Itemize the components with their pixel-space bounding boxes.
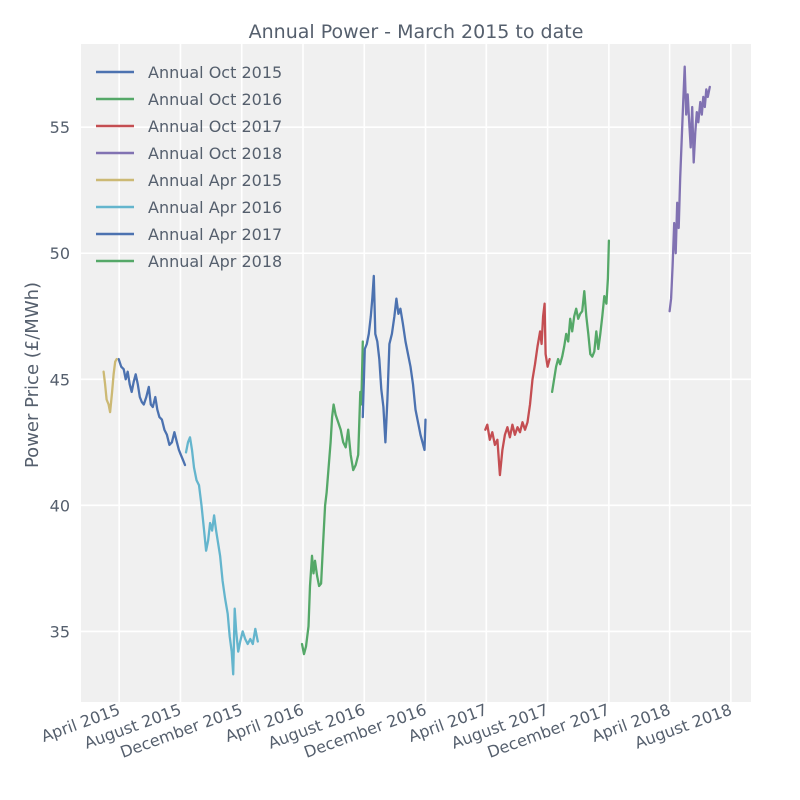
plot-area	[81, 44, 751, 702]
y-tick-labels: 35 40 45 50 55	[50, 118, 70, 641]
y-tick-label: 45	[50, 370, 70, 389]
series-line	[668, 65, 711, 313]
series-line	[361, 274, 427, 452]
series-line	[102, 357, 118, 414]
y-tick-label: 40	[50, 496, 70, 515]
series-line	[117, 357, 187, 467]
y-tick-label: 55	[50, 118, 70, 137]
legend-label: Annual Apr 2016	[148, 198, 282, 217]
series-line	[300, 340, 364, 656]
legend-label: Annual Apr 2017	[148, 225, 282, 244]
legend-label: Annual Oct 2015	[148, 63, 282, 82]
y-tick-label: 50	[50, 244, 70, 263]
legend: Annual Oct 2015 Annual Oct 2016 Annual Oct…	[96, 63, 282, 271]
series-line	[550, 239, 611, 394]
y-axis-label: Power Price (£/MWh)	[22, 282, 43, 468]
legend-label: Annual Apr 2015	[148, 171, 282, 190]
series-line	[184, 436, 259, 676]
series-line	[484, 302, 551, 477]
series-lines	[102, 65, 711, 676]
legend-label: Annual Oct 2016	[148, 90, 282, 109]
legend-label: Annual Oct 2017	[148, 117, 282, 136]
chart-title: Annual Power - March 2015 to date	[249, 21, 584, 43]
legend-label: Annual Apr 2018	[148, 252, 282, 271]
legend-label: Annual Oct 2018	[148, 144, 282, 163]
y-tick-label: 35	[50, 622, 70, 641]
